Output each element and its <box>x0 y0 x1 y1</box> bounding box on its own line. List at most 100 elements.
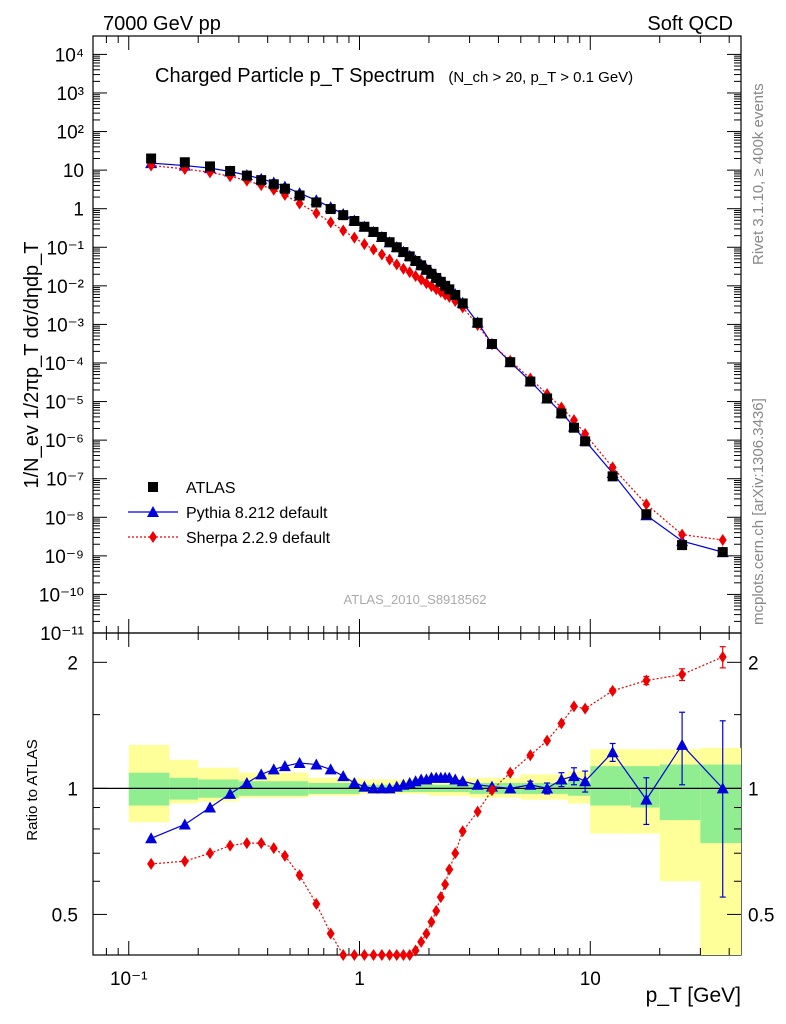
atlas-point-22 <box>421 264 432 275</box>
ratio-point-diamond-10 <box>326 927 335 940</box>
x-tick-label-2: 10 <box>580 969 601 990</box>
header-right: Soft QCD <box>647 13 733 35</box>
y-tick-label-2: 10² <box>57 123 84 144</box>
ratio-point-triangle-11 <box>337 770 350 782</box>
main-subtitle: (N_ch > 20, p_T > 0.1 GeV) <box>448 69 633 86</box>
main-point-diamond-18 <box>399 262 408 275</box>
y-tick-label-5: 10⁻¹ <box>47 238 85 259</box>
ratio-point-triangle-4 <box>240 776 253 788</box>
atlas-point-1 <box>179 157 190 168</box>
ratio-point-diamond-32 <box>506 766 515 779</box>
ratio-point-diamond-1 <box>180 855 189 868</box>
y-tick-label-9: 10⁻⁵ <box>45 393 84 414</box>
ratio-point-diamond-7 <box>280 849 289 862</box>
atlas-point-28 <box>450 289 461 300</box>
ratio-point-triangle-1 <box>178 818 191 830</box>
atlas-point-21 <box>416 260 427 271</box>
ratio-point-diamond-8 <box>295 869 304 882</box>
main-point-diamond-41 <box>718 534 727 547</box>
main-point-diamond-39 <box>642 498 651 511</box>
atlas-point-7 <box>279 183 290 194</box>
ratio-point-diamond-40 <box>678 668 687 681</box>
atlas-point-41 <box>717 547 728 558</box>
main-title: Charged Particle p_T Spectrum (N_ch > 20… <box>155 65 633 87</box>
analysis-watermark: ATLAS_2010_S8918562 <box>344 592 487 607</box>
ratio-point-diamond-5 <box>257 837 266 850</box>
ratio-point-diamond-23 <box>427 915 436 928</box>
y-tick-label-0: 10⁴ <box>55 45 84 66</box>
x-axis-label: p_T [GeV] <box>646 984 741 1007</box>
ratio-point-diamond-37 <box>581 702 590 715</box>
ratio-point-diamond-26 <box>441 878 450 891</box>
atlas-point-37 <box>580 436 591 447</box>
y-tick-label-1: 10³ <box>57 84 84 105</box>
inner-band-12 <box>659 764 701 821</box>
atlas-point-32 <box>505 357 516 368</box>
main-line-diamond <box>151 164 723 541</box>
main-point-diamond-16 <box>385 253 394 266</box>
atlas-point-31 <box>486 339 497 350</box>
ratio-point-diamond-39 <box>642 674 651 687</box>
main-point-diamond-17 <box>392 258 401 271</box>
atlas-point-19 <box>404 251 415 262</box>
atlas-point-27 <box>444 284 455 295</box>
atlas-point-35 <box>556 408 567 419</box>
ratio-point-triangle-41 <box>716 782 729 794</box>
ratio-point-diamond-25 <box>436 891 445 904</box>
ratio-point-diamond-22 <box>422 927 431 940</box>
main-title-text: Charged Particle p_T Spectrum <box>155 65 435 87</box>
atlas-point-40 <box>677 540 688 551</box>
ratio-point-diamond-13 <box>360 949 369 961</box>
ratio-point-triangle-32 <box>504 782 517 794</box>
ratio-point-triangle-3 <box>224 787 237 799</box>
ratio-point-diamond-14 <box>369 949 378 961</box>
atlas-point-13 <box>359 221 370 232</box>
ratio-point-diamond-38 <box>608 684 617 697</box>
ratio-point-triangle-14 <box>367 782 380 794</box>
ratio-point-triangle-10 <box>324 763 337 775</box>
ratio-point-diamond-24 <box>432 904 441 917</box>
ratio-point-diamond-2 <box>206 847 215 860</box>
atlas-point-3 <box>225 165 236 176</box>
ratio-point-triangle-6 <box>267 763 280 775</box>
ratio-y-tick-label-0: 0.5 <box>52 905 78 926</box>
ratio-point-triangle-30 <box>471 778 484 790</box>
ratio-point-diamond-28 <box>451 847 460 860</box>
atlas-point-12 <box>349 215 360 226</box>
ratio-point-diamond-18 <box>399 949 408 961</box>
atlas-point-18 <box>398 247 409 258</box>
ratio-point-diamond-17 <box>392 949 401 961</box>
ratio-point-triangle-9 <box>310 758 323 770</box>
y-tick-label-4: 1 <box>73 200 84 221</box>
atlas-point-38 <box>607 471 618 482</box>
main-point-diamond-10 <box>326 216 335 229</box>
legend-marker-1 <box>147 506 159 517</box>
atlas-point-34 <box>542 393 553 404</box>
atlas-point-14 <box>368 226 379 237</box>
atlas-point-6 <box>268 179 279 190</box>
main-point-diamond-12 <box>350 231 359 244</box>
y-tick-label-10: 10⁻⁶ <box>45 431 84 452</box>
main-point-diamond-13 <box>360 238 369 251</box>
ratio-point-diamond-19 <box>405 949 414 961</box>
atlas-point-9 <box>311 197 322 208</box>
atlas-point-20 <box>410 256 421 267</box>
header-left: 7000 GeV pp <box>103 13 221 35</box>
ratio-point-triangle-0 <box>145 832 158 844</box>
ratio-point-diamond-12 <box>350 949 359 961</box>
ratio-point-diamond-21 <box>417 935 426 948</box>
y-tick-label-14: 10⁻¹⁰ <box>39 585 84 606</box>
ratio-point-triangle-15 <box>375 782 388 794</box>
atlas-point-2 <box>205 161 216 172</box>
ratio-point-diamond-9 <box>312 897 321 910</box>
ratio-point-diamond-34 <box>543 734 552 747</box>
ratio-point-triangle-36 <box>567 770 580 782</box>
atlas-point-39 <box>641 509 652 520</box>
ratio-point-triangle-38 <box>606 746 619 758</box>
atlas-point-10 <box>325 204 336 215</box>
main-point-diamond-38 <box>608 461 617 474</box>
ratio-point-triangle-33 <box>524 778 537 790</box>
ratio-point-triangle-34 <box>541 782 554 794</box>
legend-marker-0 <box>148 482 158 492</box>
